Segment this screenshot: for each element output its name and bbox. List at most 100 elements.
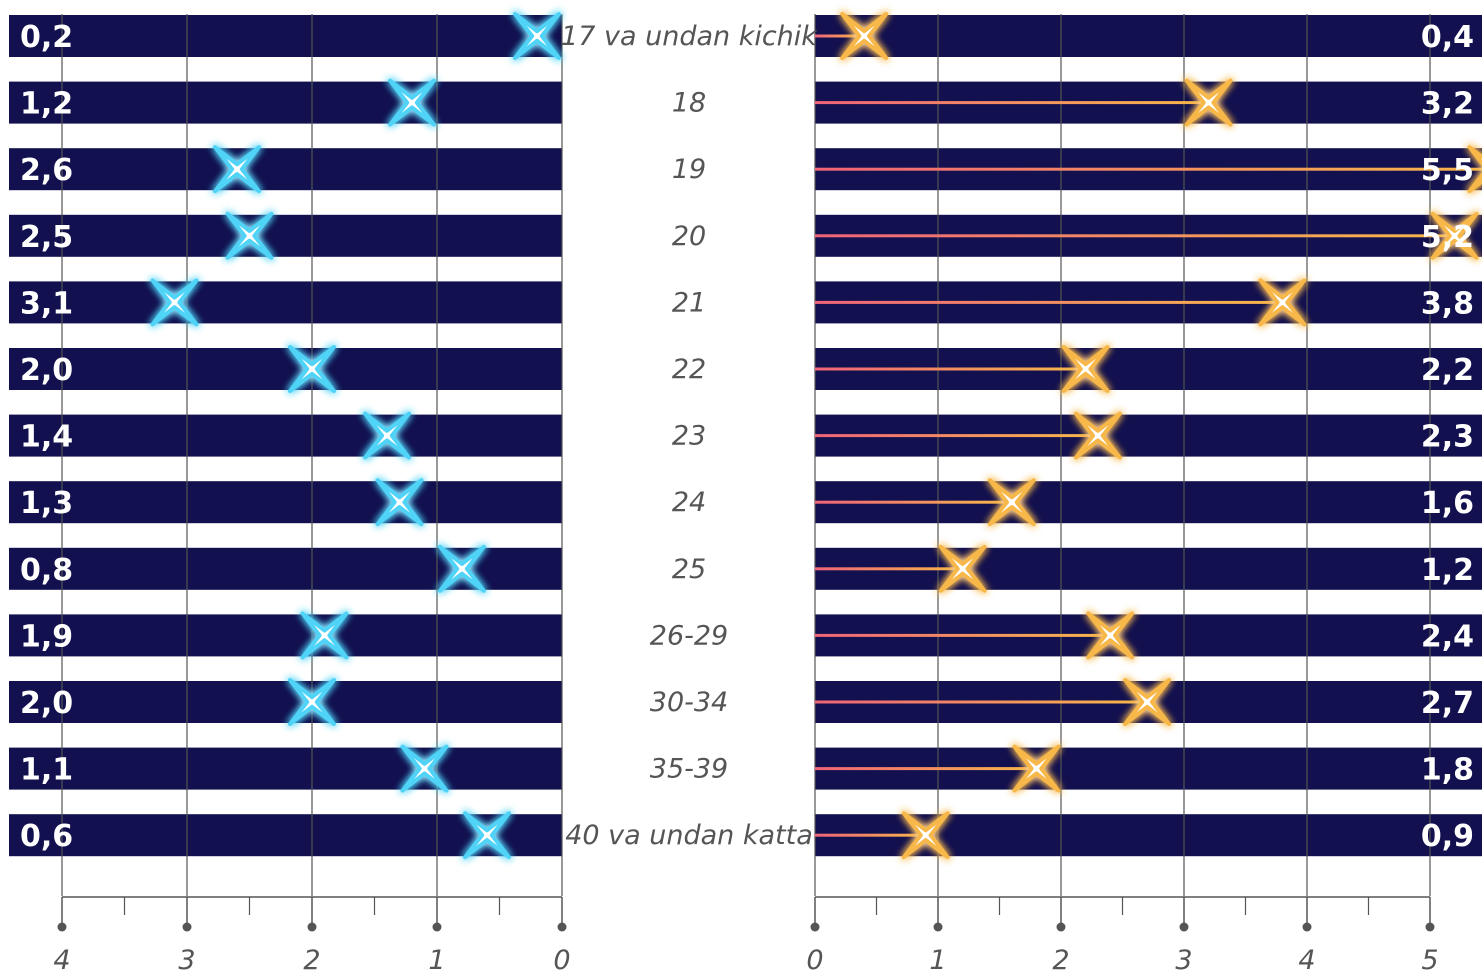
right-axis-tick-label: 5: [1421, 945, 1438, 971]
markers-layer: [150, 12, 1482, 860]
grid-layer: [61, 14, 1431, 896]
left-axis-tick-label: 2: [303, 945, 320, 971]
right-value-label: 1,6: [1421, 486, 1474, 521]
right-axis-tick-dot: [1302, 922, 1312, 932]
right-value-label: 2,3: [1421, 420, 1474, 455]
left-value-label: 2,6: [20, 153, 73, 188]
left-bar: [9, 15, 562, 57]
right-connector: [815, 434, 1098, 438]
left-value-label: 3,1: [20, 286, 73, 321]
right-value-label: 5,5: [1421, 153, 1474, 188]
left-axis-tick-label: 3: [178, 945, 195, 971]
right-connector: [815, 833, 926, 837]
left-star-marker: [300, 611, 349, 660]
right-axis-tick-label: 2: [1052, 945, 1069, 971]
labels-layer: 0,2 0,4 17 va undan kichik 1,2 3,2 18 2,6 5,5 19…: [20, 20, 1474, 854]
left-value-label: 2,0: [20, 353, 73, 388]
category-label: 19: [672, 154, 706, 185]
left-axis-tick-dot: [432, 922, 442, 932]
category-label: 18: [672, 88, 706, 119]
right-connector: [815, 633, 1111, 637]
right-axis-tick-label: 3: [1175, 945, 1192, 971]
category-label: 22: [672, 354, 706, 385]
right-value-label: 2,4: [1421, 619, 1474, 654]
right-value-label: 2,7: [1421, 686, 1474, 721]
category-label: 25: [672, 554, 706, 585]
right-value-label: 2,2: [1421, 353, 1474, 388]
right-star-marker: [1123, 678, 1172, 726]
left-value-label: 1,9: [20, 619, 73, 654]
right-connector: [815, 34, 865, 38]
left-axis-tick-label: 0: [553, 945, 570, 971]
category-label: 21: [672, 287, 706, 318]
category-label: 24: [672, 487, 706, 518]
left-star-marker: [375, 478, 424, 527]
left-axis-tick-dot: [57, 922, 67, 932]
left-value-label: 2,5: [20, 220, 73, 255]
right-axis-tick-dot: [1179, 922, 1189, 932]
right-star-marker: [1184, 78, 1233, 127]
right-value-label: 1,8: [1421, 753, 1474, 788]
left-axis-tick-dot: [307, 922, 317, 932]
category-label: 40 va undan katta: [565, 820, 813, 851]
left-star-marker: [363, 411, 411, 460]
left-star-marker: [388, 78, 436, 127]
right-connector: [815, 367, 1086, 371]
left-star-marker: [225, 211, 274, 260]
category-label: 20: [672, 221, 706, 252]
right-axis-tick-label: 1: [929, 945, 946, 971]
right-value-label: 3,2: [1421, 87, 1474, 122]
left-star-marker: [438, 544, 486, 593]
right-connector: [815, 167, 1482, 171]
right-axis-tick-label: 0: [806, 945, 823, 971]
right-star-marker: [1467, 145, 1482, 194]
axis-layer: 4 3 2 1 0 0 1 2 3 4 5: [53, 896, 1439, 971]
left-value-label: 1,3: [20, 486, 73, 521]
right-connector: [815, 101, 1209, 105]
right-star-marker: [1012, 744, 1061, 793]
right-star-marker: [987, 478, 1036, 527]
right-star-marker: [840, 12, 889, 60]
right-value-label: 0,4: [1421, 20, 1474, 55]
left-axis-tick-dot: [182, 922, 192, 932]
left-value-label: 1,2: [20, 87, 73, 122]
bars-layer: [9, 15, 1482, 857]
right-star-marker: [1086, 611, 1135, 660]
right-connector: [815, 500, 1012, 504]
right-axis-tick-label: 4: [1298, 945, 1315, 971]
right-star-marker: [1430, 211, 1479, 260]
right-star-marker: [1073, 411, 1122, 460]
right-star-marker: [1061, 345, 1110, 393]
right-axis-tick-dot: [933, 922, 943, 932]
right-star-marker: [938, 544, 987, 593]
left-star-marker: [513, 12, 561, 60]
left-value-label: 1,4: [20, 420, 73, 455]
category-label: 23: [672, 421, 706, 452]
right-axis-tick-dot: [1425, 922, 1435, 932]
left-star-marker: [213, 145, 261, 194]
category-label: 26-29: [650, 620, 728, 651]
left-value-label: 1,1: [20, 753, 73, 788]
right-axis-tick-dot: [1056, 922, 1066, 932]
right-connector: [815, 234, 1455, 238]
right-value-label: 5,2: [1421, 220, 1474, 255]
category-label: 35-39: [650, 754, 728, 785]
left-star-marker: [150, 278, 199, 327]
lines-layer: [174, 34, 1482, 837]
right-connector: [815, 767, 1037, 771]
left-axis-tick-dot: [557, 922, 567, 932]
right-value-label: 3,8: [1421, 286, 1474, 321]
left-bar: [9, 814, 562, 857]
category-label: 30-34: [650, 687, 728, 718]
left-value-label: 0,2: [20, 20, 73, 55]
right-star-marker: [901, 811, 950, 860]
right-connector: [815, 567, 963, 571]
left-value-label: 0,6: [20, 819, 73, 854]
left-star-marker: [400, 744, 449, 793]
right-connector: [815, 300, 1283, 304]
right-connector: [815, 700, 1148, 704]
left-star-marker: [288, 345, 336, 393]
right-value-label: 1,2: [1421, 553, 1474, 588]
left-value-label: 2,0: [20, 686, 73, 721]
